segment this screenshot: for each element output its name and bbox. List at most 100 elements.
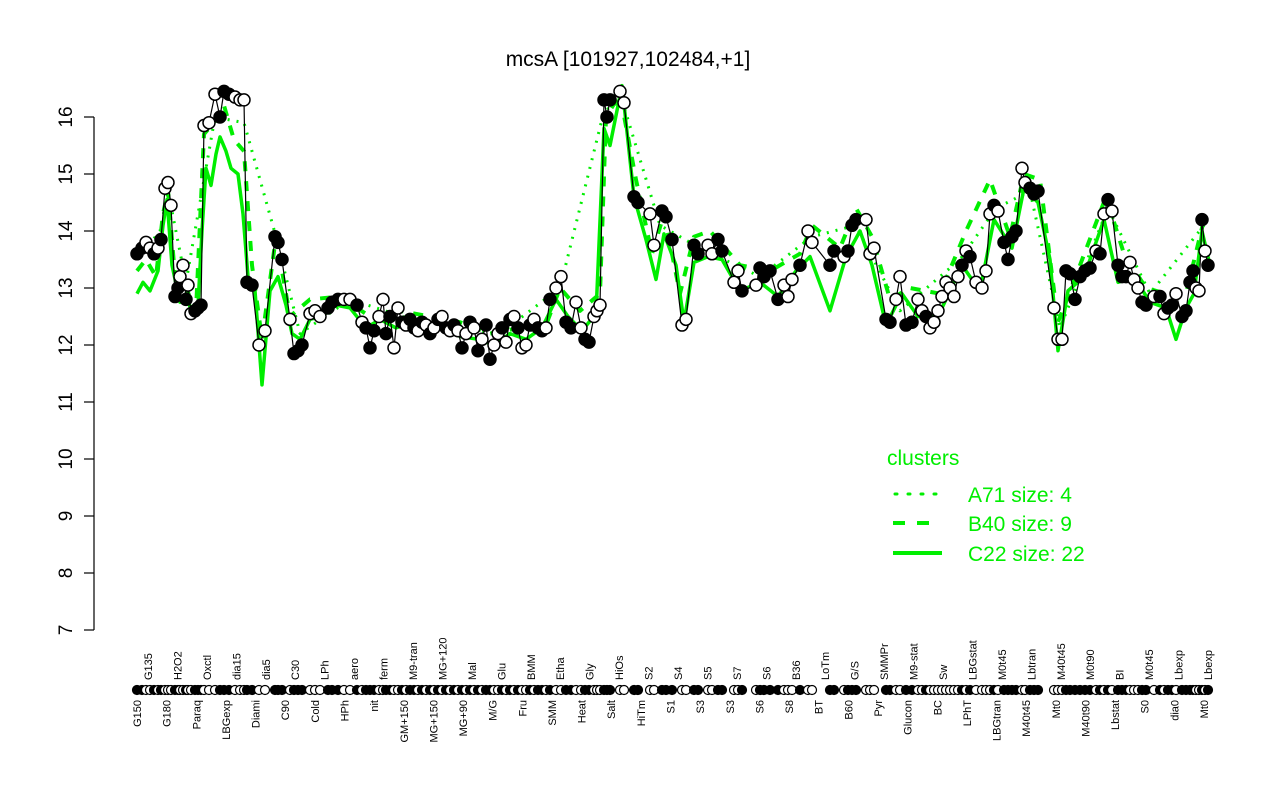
data-point [931, 304, 945, 318]
data-point [979, 264, 993, 278]
data-point [271, 235, 285, 250]
data-point [471, 343, 485, 358]
data-point [659, 210, 673, 224]
y-tick-label: 12 [56, 334, 77, 355]
data-point [554, 269, 568, 284]
x-marker [618, 684, 630, 696]
x-marker [632, 684, 644, 696]
x-tick-label-bottom: M/G [488, 700, 500, 721]
x-tick-label-top: S7 [732, 667, 744, 680]
x-tick-label-top: M40t45 [1056, 643, 1068, 680]
y-tick-label: 10 [56, 448, 77, 469]
x-marker [1032, 684, 1044, 696]
data-point [313, 309, 327, 324]
data-point [507, 309, 521, 324]
data-point [237, 93, 251, 107]
data-point [1083, 261, 1097, 275]
x-tick-label-top: Oxctl [202, 655, 214, 680]
x-tick-label-bottom: S0 [1140, 700, 1152, 713]
data-point [711, 232, 725, 247]
x-marker [868, 684, 880, 696]
y-tick-label: 15 [56, 163, 77, 184]
data-point [827, 244, 841, 258]
data-point [867, 241, 881, 255]
data-point [1055, 332, 1069, 347]
data-point [1153, 289, 1167, 304]
x-tick-label-top: S2 [644, 667, 656, 680]
x-tick-label-bottom: S8 [784, 700, 796, 713]
x-tick-label-bottom: Mt0 [1051, 700, 1063, 718]
x-tick-label-bottom: Diami [251, 700, 263, 728]
x-tick-label-bottom: dia0 [1169, 700, 1181, 721]
data-point [479, 318, 493, 332]
x-tick-label-bottom: M40t45 [1021, 700, 1033, 737]
x-tick-label-top: BI [1115, 670, 1127, 680]
x-tick-label-top: LoTm [820, 652, 832, 680]
data-point [383, 309, 397, 324]
data-point [511, 321, 525, 335]
data-point [181, 278, 195, 292]
x-tick-label-top: HiOs [614, 655, 626, 680]
legend-entry-b40: B40 size: 9 [968, 513, 1072, 536]
data-point [763, 264, 777, 278]
data-point [495, 321, 509, 335]
data-point [691, 247, 705, 261]
x-tick-label-bottom: Fru [517, 700, 529, 717]
data-point [387, 341, 401, 355]
legend-title: clusters [887, 447, 959, 470]
x-marker [692, 684, 704, 696]
data-point [1139, 298, 1153, 312]
data-point [613, 84, 627, 99]
data-point [603, 93, 617, 107]
data-point [1165, 298, 1179, 312]
data-point [841, 244, 855, 258]
x-tick-label-top: G/S [850, 661, 862, 680]
x-tick-label-top: MG+120 [437, 638, 449, 681]
data-point [785, 272, 799, 287]
data-point [647, 238, 661, 252]
x-marker [736, 684, 748, 696]
data-point [893, 269, 907, 284]
data-point [582, 335, 596, 349]
x-tick-label-bottom: C90 [280, 700, 292, 720]
data-point [367, 324, 381, 338]
x-tick-label-top: Sw [938, 665, 950, 680]
data-point [665, 232, 679, 247]
data-point [194, 298, 208, 312]
x-marker-row [131, 684, 1214, 696]
x-tick-label-top: S6 [761, 667, 773, 680]
legend: clusters A71 size: 4 B40 size: 9 C22 siz… [887, 447, 1085, 566]
legend-entry-c22: C22 size: 22 [968, 543, 1085, 566]
x-tick-label-top: BMM [526, 654, 538, 680]
x-tick-label-top: G135 [143, 653, 155, 680]
data-point [202, 115, 216, 130]
data-point [1093, 247, 1107, 261]
data-point [1031, 184, 1045, 198]
data-point [1179, 304, 1193, 318]
data-point [252, 338, 266, 352]
x-tick-label-bottom: LBGtran [992, 700, 1004, 741]
data-point [643, 207, 657, 221]
chart-title: mcsA [101927,102484,+1] [506, 48, 751, 71]
data-point [1101, 192, 1115, 207]
data-point [161, 175, 175, 190]
data-point [1001, 252, 1015, 267]
y-tick-label: 9 [56, 511, 77, 522]
x-tick-label-bottom: S6 [754, 700, 766, 713]
data-point [475, 332, 489, 347]
data-point [793, 258, 807, 272]
x-tick-label-bottom: MG+90 [458, 700, 470, 736]
data-point [283, 312, 297, 327]
x-marker [850, 684, 862, 696]
x-tick-label-top: S4 [673, 667, 685, 680]
x-tick-label-top: dia15 [231, 653, 243, 680]
data-point [911, 292, 925, 307]
data-point [963, 249, 977, 264]
x-tick-label-top: B36 [791, 660, 803, 680]
data-point [164, 198, 178, 213]
x-tick-label-bottom: HiTm [636, 700, 648, 726]
x-tick-label-bottom: HPh [339, 700, 351, 721]
data-point [569, 295, 583, 309]
x-marker [259, 684, 271, 696]
data-point [859, 212, 873, 227]
